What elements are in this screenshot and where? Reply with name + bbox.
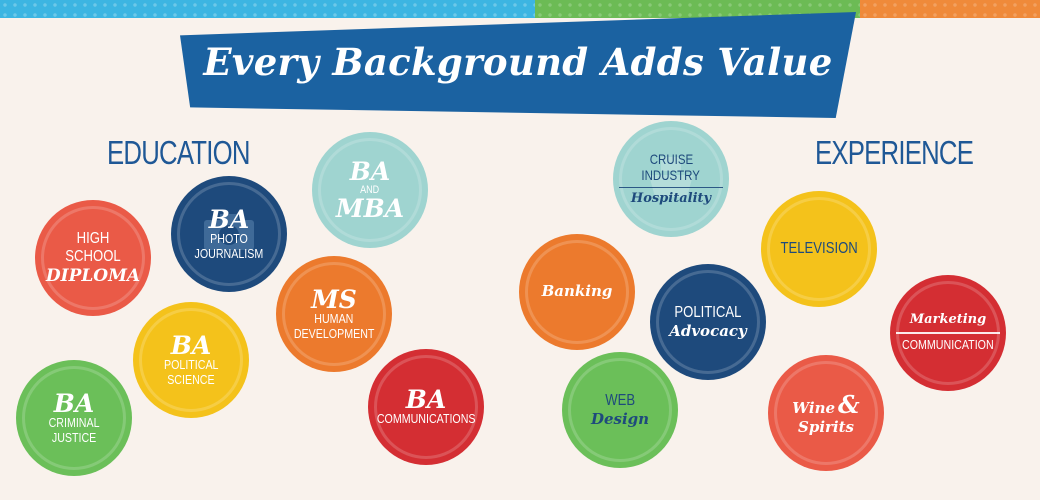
circle-ba-and-mba: BA AND MBA [312, 132, 428, 248]
circle-emphasis: Hospitality [630, 191, 712, 207]
circle-line: COMMUNICATIONS [376, 411, 476, 427]
circle-line: HUMAN [314, 310, 354, 326]
top-stripe-blue [0, 0, 535, 18]
circle-ms-human-development: MS HUMAN DEVELOPMENT [276, 256, 392, 372]
circle-cruise-industry: CRUISE INDUSTRY Hospitality [613, 121, 729, 237]
circle-line: AND [360, 183, 380, 196]
circle-emphasis: Spirits [798, 417, 854, 436]
degree-abbr: BA [405, 385, 447, 415]
education-heading: EDUCATION [107, 134, 250, 171]
degree-abbr: BA [170, 330, 212, 360]
degree-abbr: BA [208, 204, 250, 234]
top-stripe-green [535, 0, 860, 18]
degree-abbr: BA [53, 388, 95, 418]
experience-heading: EXPERIENCE [815, 134, 974, 171]
circle-line: COMMUNICATION [902, 336, 994, 352]
page-title: Every Background Adds Value [203, 40, 833, 84]
top-stripe-orange [860, 0, 1040, 18]
camera-icon [204, 214, 254, 250]
degree-abbr: MBA [335, 194, 405, 224]
circle-line: POLITICAL [163, 356, 219, 372]
circle-line: TELEVISION [780, 239, 858, 257]
circle-line: DEVELOPMENT [293, 325, 375, 341]
divider [896, 332, 1000, 334]
circle-emphasis: Wine [792, 398, 836, 417]
degree-abbr: MS [311, 284, 357, 314]
wine-line: Wine & [792, 390, 859, 419]
circle-political-advocacy: POLITICAL Advocacy [650, 264, 766, 380]
circle-line: JUSTICE [51, 429, 97, 445]
circle-banking: Banking [519, 234, 635, 350]
ampersand: & [838, 389, 860, 419]
circle-web-design: WEB Design [562, 352, 678, 468]
divider [619, 186, 723, 189]
degree-abbr: BA [349, 156, 391, 186]
circle-line: INDUSTRY [641, 166, 701, 183]
circle-ba-photo-journalism: BA PHOTO JOURNALISM [171, 176, 287, 292]
circle-emphasis: Marketing [909, 312, 987, 328]
circle-line: CRUISE [649, 150, 693, 167]
circle-wine-spirits: Wine & Spirits [768, 355, 884, 471]
circle-line: CRIMINAL [48, 414, 100, 430]
circle-line: PHOTO [210, 230, 248, 246]
circle-line: HIGH SCHOOL [65, 229, 121, 266]
circle-emphasis: Banking [541, 282, 613, 301]
circle-marketing-communication: Marketing COMMUNICATION [890, 275, 1006, 391]
circle-ba-communications: BA COMMUNICATIONS [368, 349, 484, 465]
circle-ba-criminal-justice: BA CRIMINAL JUSTICE [16, 360, 132, 476]
circle-ba-political-science: BA POLITICAL SCIENCE [133, 302, 249, 418]
circle-high-school-diploma: HIGH SCHOOL DIPLOMA [35, 200, 151, 316]
circle-emphasis: DIPLOMA [45, 265, 141, 286]
circle-line: JOURNALISM [194, 245, 264, 261]
ship-icon [649, 157, 693, 197]
circle-line: WEB [605, 392, 635, 410]
circle-television: TELEVISION [761, 191, 877, 307]
circle-emphasis: Design [590, 409, 650, 428]
circle-line: SCIENCE [167, 371, 215, 387]
circle-line: POLITICAL [674, 304, 742, 322]
circle-emphasis: Advocacy [669, 321, 747, 340]
